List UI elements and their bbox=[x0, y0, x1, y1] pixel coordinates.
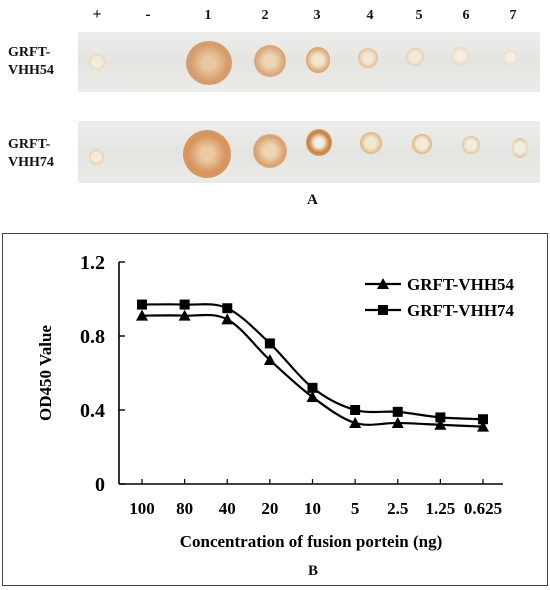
data-point-grft-vhh54 bbox=[221, 313, 234, 325]
legend-label-grft-vhh74: GRFT-VHH74 bbox=[407, 301, 515, 320]
x-tick-label: 20 bbox=[261, 499, 278, 518]
data-point-grft-vhh74 bbox=[137, 299, 147, 310]
data-point-grft-vhh54 bbox=[434, 418, 447, 430]
blot-dot bbox=[412, 134, 432, 154]
x-axis-title: Concentration of fusion portein (ng) bbox=[180, 532, 443, 551]
blot-dot bbox=[452, 47, 469, 65]
blot-dot bbox=[360, 132, 382, 154]
data-point-grft-vhh54 bbox=[477, 420, 489, 432]
panel-letter-b: B bbox=[308, 563, 319, 579]
data-point-grft-vhh54 bbox=[391, 416, 404, 428]
blot-strip-vhh74 bbox=[78, 121, 540, 183]
x-tick-label: 100 bbox=[129, 499, 155, 518]
data-point-grft-vhh74 bbox=[435, 412, 446, 423]
blot-strip-vhh54 bbox=[78, 32, 540, 92]
data-point-grft-vhh54 bbox=[263, 354, 276, 366]
blot-dot bbox=[89, 149, 104, 165]
blot-dot bbox=[254, 45, 286, 77]
lane-label-7: 7 bbox=[509, 8, 517, 23]
data-point-grft-vhh54 bbox=[349, 416, 362, 428]
x-tick-label: 2.5 bbox=[387, 499, 408, 518]
y-tick-label: 0.8 bbox=[80, 326, 105, 348]
legend-label-grft-vhh54: GRFT-VHH54 bbox=[407, 275, 515, 294]
data-point-grft-vhh74 bbox=[307, 382, 318, 393]
series-line-grft-vhh54 bbox=[141, 313, 484, 428]
blot-dot bbox=[462, 136, 480, 154]
data-point-grft-vhh54 bbox=[136, 309, 148, 321]
y-tick-label: 0.4 bbox=[80, 400, 105, 422]
lane-label-3: 3 bbox=[313, 8, 321, 23]
blot-dot bbox=[306, 129, 332, 156]
row-label-vhh54: GRFT- VHH54 bbox=[8, 45, 54, 78]
data-point-grft-vhh74 bbox=[392, 406, 403, 417]
x-tick-label: 40 bbox=[219, 499, 236, 518]
blot-dot bbox=[253, 134, 287, 168]
lane-label-2: 2 bbox=[261, 8, 269, 23]
lane-label-positive: + bbox=[92, 6, 102, 23]
x-tick-label: 0.625 bbox=[464, 499, 502, 518]
panel-letter-a: A bbox=[307, 192, 318, 208]
blot-dot bbox=[186, 41, 232, 85]
x-tick-label: 10 bbox=[304, 499, 321, 518]
legend-marker-grft-vhh74 bbox=[378, 305, 388, 315]
lane-label-1: 1 bbox=[204, 8, 212, 23]
data-point-grft-vhh74 bbox=[350, 405, 361, 415]
blot-dot bbox=[512, 138, 528, 158]
dot-blot-panel: + - 1 2 3 4 5 6 7 GRFT- VHH54 GRFT- VHH7… bbox=[0, 0, 550, 215]
lane-label-5: 5 bbox=[415, 8, 423, 23]
y-tick-label: 1.2 bbox=[80, 252, 105, 274]
x-tick-label: 5 bbox=[351, 499, 360, 518]
data-point-grft-vhh54 bbox=[306, 391, 319, 403]
blot-dot bbox=[358, 48, 378, 68]
lane-label-6: 6 bbox=[462, 8, 470, 23]
y-axis-title: OD450 Value bbox=[36, 325, 55, 421]
lane-label-4: 4 bbox=[366, 8, 374, 23]
blot-dot bbox=[306, 47, 330, 73]
blot-dot bbox=[89, 54, 105, 70]
od450-line-chart: 0 0.4 0.8 1.2 100 80 40 20 10 5 2.5 1.25 0.625 Concen… bbox=[36, 252, 515, 551]
blot-dot bbox=[183, 130, 231, 178]
lane-label-negative: - bbox=[145, 6, 151, 23]
data-point-grft-vhh74 bbox=[264, 338, 275, 349]
legend-marker-grft-vhh54 bbox=[377, 278, 389, 289]
data-point-grft-vhh74 bbox=[222, 303, 233, 314]
data-point-grft-vhh74 bbox=[179, 299, 190, 310]
blot-dot bbox=[503, 50, 518, 65]
row-label-vhh74: GRFT- VHH74 bbox=[8, 137, 54, 170]
x-tick-label: 1.25 bbox=[426, 499, 456, 518]
x-tick-label: 80 bbox=[176, 499, 193, 518]
chart-panel: 0 0.4 0.8 1.2 100 80 40 20 10 5 2.5 1.25 0.625 Concen… bbox=[2, 233, 548, 586]
data-point-grft-vhh54 bbox=[178, 309, 191, 321]
blot-dot bbox=[406, 48, 424, 66]
y-tick-label: 0 bbox=[95, 474, 105, 496]
data-point-grft-vhh74 bbox=[478, 414, 488, 425]
